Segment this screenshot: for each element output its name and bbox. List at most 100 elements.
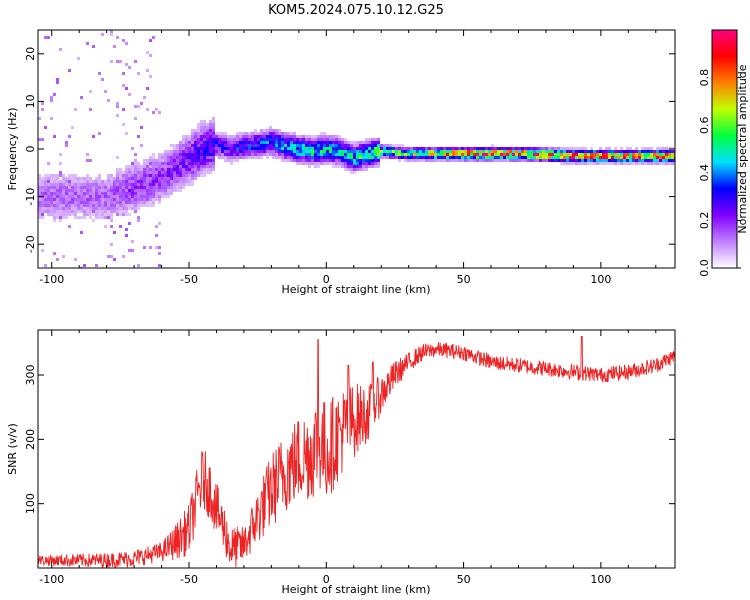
spectrogram-cell (110, 186, 113, 189)
spectrogram-cell (635, 153, 638, 156)
spectrogram-cell (296, 138, 299, 141)
spectrogram-cell (389, 147, 392, 150)
spectrogram-cell (50, 117, 53, 120)
spectrogram-cell (485, 153, 488, 156)
spectrogram-cell (410, 150, 413, 153)
spectrogram-cell (320, 159, 323, 162)
spectrogram-cell (113, 210, 116, 213)
spectrogram-cell (74, 258, 77, 261)
spectrogram-cell (170, 165, 173, 168)
spectrogram-cell (182, 183, 185, 186)
spectrogram-cell (107, 210, 110, 213)
spectrogram-cell (608, 153, 611, 156)
spectrogram-cell (578, 159, 581, 162)
spectrogram-cell (605, 162, 608, 165)
spectrogram-cell (554, 159, 557, 162)
spectrogram-cell (329, 156, 332, 159)
spectrogram-cell (362, 168, 365, 171)
spectrogram-cell (38, 174, 41, 177)
spectrogram-cell (290, 144, 293, 147)
spectrogram-cell (77, 201, 80, 204)
spectrogram-cell (107, 201, 110, 204)
spectrogram-cell (80, 195, 83, 198)
spectrogram-cell (134, 192, 137, 195)
spectrogram-cell (332, 135, 335, 138)
spectrogram-cell (413, 153, 416, 156)
spectrogram-cell (377, 162, 380, 165)
spectrogram-cell (188, 147, 191, 150)
spectrogram-cell (113, 189, 116, 192)
spectrogram-cell (146, 183, 149, 186)
spectrogram-cell (209, 135, 212, 138)
spectrogram-cell (203, 120, 206, 123)
colorbar-gradient (712, 30, 737, 268)
spectrogram-cell (545, 156, 548, 159)
spectrogram-cell (365, 168, 368, 171)
spectrogram-cell (110, 207, 113, 210)
spectrogram-cell (665, 147, 668, 150)
spectrogram-cell (146, 201, 149, 204)
spectrogram-cell (149, 168, 152, 171)
spectrogram-cell (650, 150, 653, 153)
spectrogram-cell (200, 171, 203, 174)
spectrogram-cell (107, 204, 110, 207)
spectrogram-cell (227, 135, 230, 138)
spectrogram-cell (638, 156, 641, 159)
spectrogram-cell (137, 264, 140, 267)
spectrogram-cell (131, 207, 134, 210)
spectrogram-cell (203, 168, 206, 171)
spectrogram-cell (344, 144, 347, 147)
spectrogram-cell (116, 180, 119, 183)
spectrogram-cell (437, 153, 440, 156)
spectrogram-cell (557, 153, 560, 156)
spectrogram-cell (38, 198, 41, 201)
spectrogram-cell (125, 171, 128, 174)
spectrogram-cell (500, 150, 503, 153)
spectrogram-cell (323, 144, 326, 147)
spectrogram-cell (308, 153, 311, 156)
spectrogram-cell (503, 150, 506, 153)
spectrogram-cell (191, 156, 194, 159)
spectrogram-cell (41, 102, 44, 105)
spectrogram-cell (218, 141, 221, 144)
spectrogram-cell (149, 198, 152, 201)
spectrogram-cell (116, 102, 119, 105)
spectrogram-cell (452, 153, 455, 156)
spectrogram-cell (89, 213, 92, 216)
spectrogram-cell (461, 159, 464, 162)
spectrogram-cell (41, 216, 44, 219)
spectrogram-cell (224, 153, 227, 156)
spectrogram-cell (212, 153, 215, 156)
spectrogram-cell (41, 108, 44, 111)
spectrogram-cell (326, 141, 329, 144)
spectrogram-cell (116, 195, 119, 198)
spectrogram-cell (341, 165, 344, 168)
spectrogram-cell (584, 162, 587, 165)
spectrogram-cell (533, 150, 536, 153)
spectrogram-cell (167, 165, 170, 168)
spectrogram-cell (491, 156, 494, 159)
spectrogram-cell (92, 201, 95, 204)
spectrogram-cell (200, 165, 203, 168)
spectrogram-cell (197, 135, 200, 138)
spectrogram-cell (206, 129, 209, 132)
spectrogram-cell (128, 249, 131, 252)
spectrogram-cell (383, 150, 386, 153)
spectrogram-cell (125, 168, 128, 171)
spectrogram-cell (53, 252, 56, 255)
spectrogram-cell (260, 156, 263, 159)
spectrogram-cell (365, 156, 368, 159)
spectrogram-cell (335, 141, 338, 144)
spectrogram-cell (179, 168, 182, 171)
spectrogram-cell (44, 174, 47, 177)
spectrogram-cell (80, 177, 83, 180)
spectrogram-cell (485, 156, 488, 159)
spectrogram-cell (140, 195, 143, 198)
spectrogram-cell (95, 207, 98, 210)
spectrogram-cell (263, 141, 266, 144)
spectrogram-cell (575, 147, 578, 150)
spectrogram-cell (116, 183, 119, 186)
spectrogram-cell (650, 147, 653, 150)
spectrogram-cell (584, 153, 587, 156)
spectrogram-cell (62, 192, 65, 195)
